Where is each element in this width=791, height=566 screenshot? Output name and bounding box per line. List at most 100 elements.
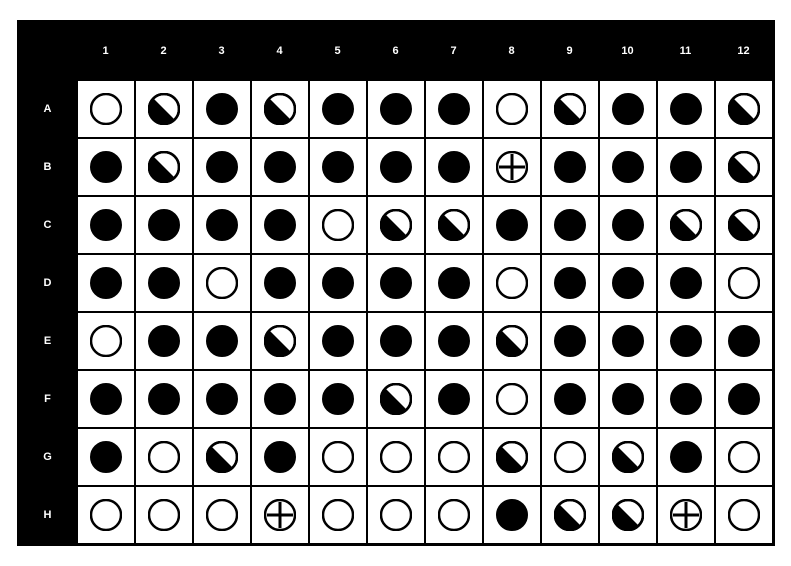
well-cell <box>599 138 657 196</box>
well-cell <box>309 312 367 370</box>
well-symbol-open-circle <box>728 499 760 531</box>
row-header-label: D <box>44 277 52 289</box>
well-cell <box>251 196 309 254</box>
row-header-label: F <box>44 393 51 405</box>
well-cell <box>657 80 715 138</box>
col-header: 2 <box>135 22 193 80</box>
well-symbol-filled-circle <box>206 209 238 241</box>
row-header: C <box>19 196 77 254</box>
well-symbol-open-circle <box>438 499 470 531</box>
well-cell <box>77 138 135 196</box>
well-cell <box>425 80 483 138</box>
well-symbol-half-filled-diagonal-slash <box>612 441 644 473</box>
well-symbol-half-filled-diagonal-slash <box>670 209 702 241</box>
well-symbol-filled-circle <box>322 325 354 357</box>
well-cell <box>541 370 599 428</box>
well-cell <box>425 138 483 196</box>
well-symbol-filled-circle <box>322 151 354 183</box>
well-symbol-open-circle <box>90 93 122 125</box>
well-symbol-open-circle <box>322 499 354 531</box>
row-header: G <box>19 428 77 486</box>
well-symbol-half-filled-diagonal-slash <box>554 93 586 125</box>
well-cell <box>657 428 715 486</box>
well-cell <box>541 80 599 138</box>
well-symbol-open-circle-with-plus <box>670 499 702 531</box>
well-cell <box>309 428 367 486</box>
well-symbol-filled-circle <box>148 267 180 299</box>
well-cell <box>425 312 483 370</box>
well-cell <box>599 486 657 544</box>
well-symbol-filled-circle <box>90 441 122 473</box>
well-cell <box>135 138 193 196</box>
well-symbol-open-circle <box>496 383 528 415</box>
well-symbol-filled-circle <box>438 325 470 357</box>
well-cell <box>425 486 483 544</box>
well-symbol-half-filled-diagonal-slash <box>554 499 586 531</box>
well-cell <box>367 312 425 370</box>
well-symbol-filled-circle <box>148 209 180 241</box>
well-symbol-filled-circle <box>264 441 296 473</box>
well-symbol-filled-circle <box>496 499 528 531</box>
well-cell <box>251 486 309 544</box>
well-cell <box>599 254 657 312</box>
well-cell <box>541 254 599 312</box>
well-cell <box>657 196 715 254</box>
well-symbol-filled-circle <box>322 267 354 299</box>
well-symbol-filled-circle <box>148 325 180 357</box>
well-cell <box>193 370 251 428</box>
well-cell <box>483 370 541 428</box>
well-symbol-half-filled-diagonal-slash <box>496 325 528 357</box>
well-symbol-open-circle <box>496 267 528 299</box>
corner-cell <box>19 22 77 80</box>
well-cell <box>657 312 715 370</box>
well-symbol-open-circle <box>554 441 586 473</box>
col-header-label: 2 <box>160 45 166 57</box>
well-cell <box>251 80 309 138</box>
well-symbol-filled-circle <box>264 267 296 299</box>
well-cell <box>309 80 367 138</box>
well-symbol-half-filled-diagonal-slash <box>380 209 412 241</box>
well-symbol-open-circle-with-plus <box>496 151 528 183</box>
well-symbol-open-circle <box>380 499 412 531</box>
well-symbol-open-circle <box>380 441 412 473</box>
well-symbol-half-filled-diagonal-slash <box>612 499 644 531</box>
well-cell <box>599 80 657 138</box>
well-symbol-filled-circle <box>612 325 644 357</box>
row-header: B <box>19 138 77 196</box>
well-cell <box>251 254 309 312</box>
well-cell <box>715 138 773 196</box>
well-cell <box>193 254 251 312</box>
col-header-label: 1 <box>102 45 108 57</box>
col-header-label: 6 <box>392 45 398 57</box>
well-cell <box>483 254 541 312</box>
well-symbol-filled-circle <box>670 383 702 415</box>
well-cell <box>193 196 251 254</box>
well-symbol-open-circle <box>322 441 354 473</box>
well-symbol-filled-circle <box>612 383 644 415</box>
well-symbol-filled-circle <box>206 383 238 415</box>
well-cell <box>135 370 193 428</box>
well-symbol-open-circle <box>206 499 238 531</box>
well-cell <box>77 370 135 428</box>
well-symbol-open-circle <box>148 441 180 473</box>
well-symbol-open-circle <box>496 93 528 125</box>
well-cell <box>251 428 309 486</box>
well-symbol-filled-circle <box>90 209 122 241</box>
well-cell <box>599 428 657 486</box>
well-symbol-filled-circle <box>90 151 122 183</box>
well-cell <box>599 370 657 428</box>
well-cell <box>715 486 773 544</box>
well-cell <box>541 312 599 370</box>
col-header-label: 5 <box>334 45 340 57</box>
well-symbol-filled-circle <box>554 383 586 415</box>
well-symbol-open-circle <box>438 441 470 473</box>
well-symbol-filled-circle <box>438 151 470 183</box>
well-symbol-open-circle <box>728 441 760 473</box>
well-cell <box>425 428 483 486</box>
well-cell <box>135 80 193 138</box>
well-symbol-filled-circle <box>322 383 354 415</box>
col-header: 10 <box>599 22 657 80</box>
well-symbol-filled-circle <box>728 325 760 357</box>
well-symbol-filled-circle <box>264 383 296 415</box>
row-header: D <box>19 254 77 312</box>
